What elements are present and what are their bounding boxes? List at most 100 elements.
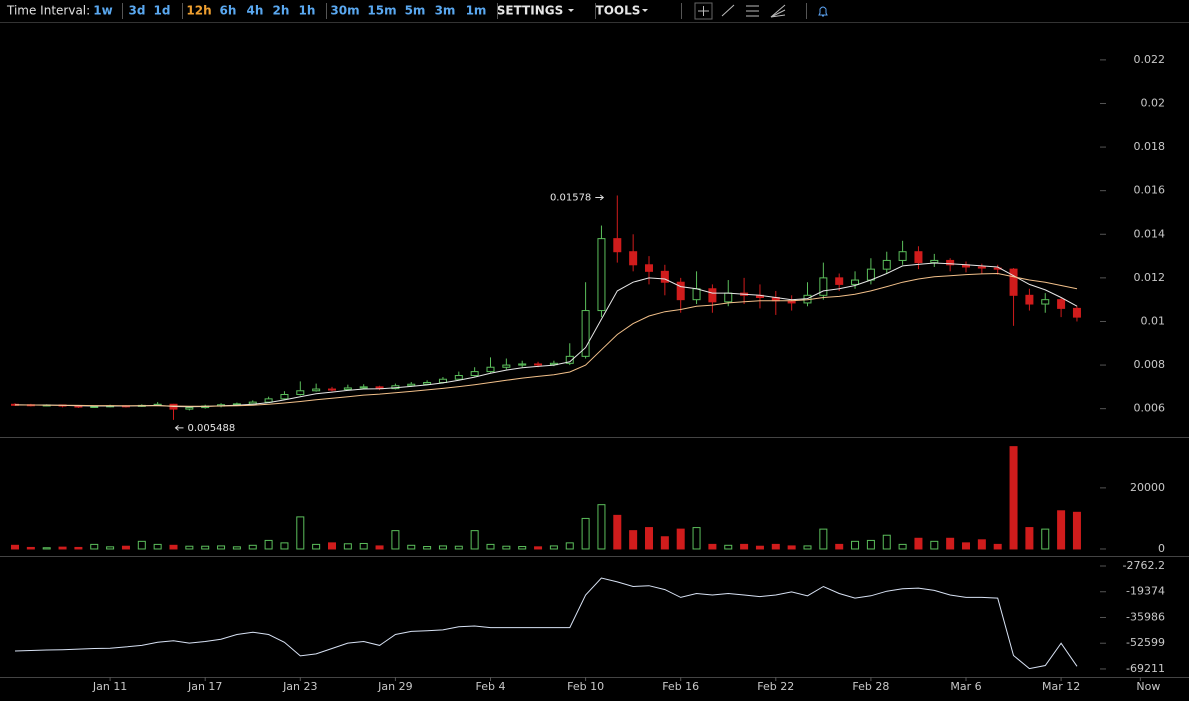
y-tick-label: 0.018 [1134, 140, 1166, 153]
candle-body [502, 364, 511, 368]
candle-body [676, 281, 685, 301]
candle-body [1057, 299, 1066, 309]
volume-bar [1057, 510, 1066, 550]
y-tick-label: -52599 [1126, 636, 1165, 649]
volume-bar [597, 504, 606, 550]
volume-bar [549, 545, 558, 550]
volume-bar [106, 546, 115, 550]
interval-button[interactable]: 30m [330, 4, 359, 18]
drawing-tools[interactable] [694, 2, 828, 20]
volume-bar [993, 543, 1002, 550]
candle-body [930, 259, 939, 264]
volume-bar [169, 544, 178, 550]
candle-body [660, 270, 669, 283]
volume-bar [217, 545, 226, 550]
candle-body [312, 388, 321, 392]
volume-bar [977, 539, 986, 550]
volume-bar [692, 527, 701, 550]
y-tick-label: -35986 [1126, 610, 1165, 623]
candle-body [343, 387, 352, 390]
volume-bar [201, 545, 210, 550]
min-arrow [174, 424, 184, 431]
volume-bar [502, 545, 511, 550]
volume-bar [26, 546, 35, 550]
volume-bar [676, 528, 685, 550]
volume-bar [882, 534, 891, 550]
y-tick-label: 0.01 [1141, 314, 1166, 327]
interval-button[interactable]: 1w [93, 4, 112, 18]
x-tick-label: Feb 16 [662, 680, 699, 693]
volume-bar [74, 546, 83, 550]
volume-bar [185, 545, 194, 550]
interval-button[interactable]: 3m [435, 4, 456, 18]
volume-bar [280, 542, 289, 550]
volume-bar [359, 542, 368, 550]
menu-caret [568, 9, 574, 12]
interval-button[interactable]: 1d [154, 4, 171, 18]
volume-bar [1041, 528, 1050, 550]
x-tick-label: Jan 17 [187, 680, 222, 693]
volume-bar [1025, 527, 1034, 550]
volume-bar [312, 543, 321, 550]
interval-button[interactable]: 15m [367, 4, 396, 18]
volume-bar [914, 537, 923, 550]
volume-bar [264, 539, 273, 550]
y-tick-label: 0.008 [1134, 358, 1166, 371]
candle-body [1009, 268, 1018, 296]
candle-body [977, 266, 986, 269]
candle-body [296, 390, 305, 395]
y-tick-label: 0.02 [1141, 96, 1166, 109]
candle-body [565, 355, 574, 364]
interval-button[interactable]: 3d [129, 4, 146, 18]
candle-body [534, 363, 543, 366]
volume-bar [803, 545, 812, 550]
candle-body [454, 375, 463, 380]
y-tick-label: 0.012 [1134, 271, 1166, 284]
x-tick-label: Feb 22 [757, 680, 794, 693]
volume-bar [819, 528, 828, 550]
interval-button[interactable]: 5m [405, 4, 426, 18]
candle-body [185, 407, 194, 410]
candle-body [328, 388, 336, 391]
y-tick-label: 20000 [1130, 481, 1165, 494]
candle-body [597, 238, 606, 312]
volume-bar [645, 527, 653, 550]
interval-button[interactable]: 1m [466, 4, 487, 18]
x-tick-label: Jan 29 [377, 680, 412, 693]
interval-button[interactable]: 2h [273, 4, 290, 18]
candle-body [692, 288, 701, 301]
interval-button[interactable]: 12h [186, 4, 211, 18]
volume-bar [946, 537, 955, 550]
volume-bar [851, 540, 860, 550]
candle-body [645, 264, 653, 272]
volume-bar [740, 543, 749, 550]
interval-button[interactable]: 4h [247, 4, 264, 18]
toolbar: Time Interval: 1w 3d 1d 12h 6h 4h 2h 1h 30m 15m 5m… [0, 2, 1189, 23]
candle-body [280, 393, 289, 400]
indicator-line [14, 577, 1078, 670]
candle-body [470, 371, 479, 377]
candle-body [407, 383, 416, 387]
y-tick-label: -2762.2 [1123, 559, 1165, 572]
volume-bar [660, 536, 669, 550]
volume-bar [930, 540, 939, 550]
volume-bar [153, 543, 162, 550]
menu-button[interactable]: SETTINGS [497, 4, 564, 18]
menu-button[interactable]: TOOLS [596, 4, 641, 18]
volume-bar [724, 544, 733, 550]
volume-bar [771, 543, 780, 550]
volume-bar [375, 545, 384, 550]
candle-body [359, 386, 368, 389]
separators [122, 3, 807, 19]
y-tick-label: 0.016 [1134, 184, 1166, 197]
volume-bar [518, 546, 527, 550]
candle-body [518, 363, 527, 366]
interval-button[interactable]: 6h [220, 4, 237, 18]
interval-button[interactable]: 1h [299, 4, 316, 18]
candle-body [264, 398, 273, 403]
volume-bar [423, 546, 432, 550]
candle-body [914, 251, 923, 264]
volume-bar [391, 530, 400, 550]
volume-bar [486, 543, 495, 550]
